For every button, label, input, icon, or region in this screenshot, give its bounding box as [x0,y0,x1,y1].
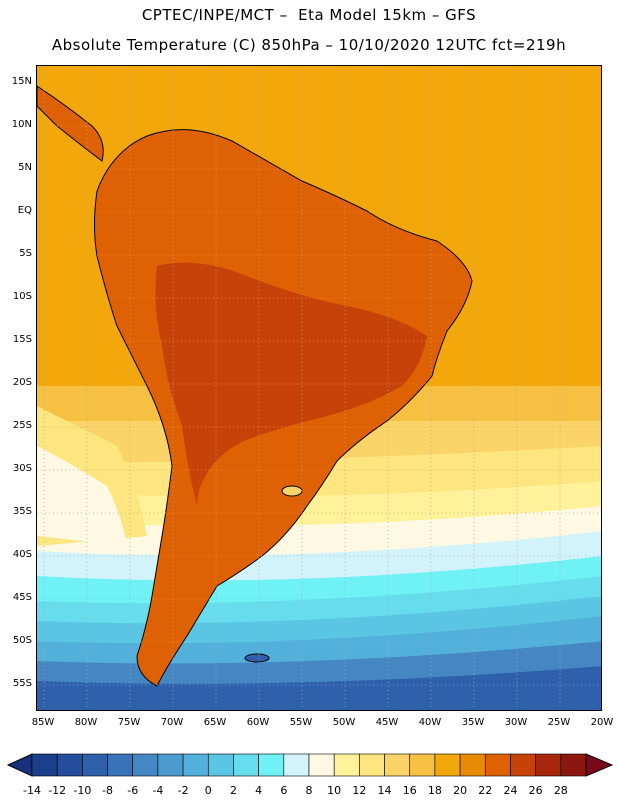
colorbar-label: -8 [102,784,114,797]
lon-label: 35W [461,717,485,728]
colorbar-label: 10 [327,784,342,797]
lat-label: EQ [17,205,32,216]
lon-label: 20W [590,717,614,728]
temperature-field-map [37,66,601,710]
colorbar-label: 2 [229,784,237,797]
colorbar-swatch [434,753,461,777]
lon-label: 25W [547,717,571,728]
colorbar-swatch [258,753,285,777]
lon-label: 45W [375,717,399,728]
lon-label: 80W [74,717,98,728]
colorbar-label: -6 [127,784,139,797]
lon-label: 60W [246,717,270,728]
lon-label: 40W [418,717,442,728]
interior-hot-region [155,262,427,506]
colorbar-label: -10 [73,784,92,797]
colorbar-label: 18 [427,784,442,797]
colorbar-swatch [207,753,234,777]
colorbar-label: 28 [553,784,568,797]
lat-label: 20S [12,377,32,388]
map-subtitle: Absolute Temperature (C) 850hPa – 10/10/… [51,36,567,54]
colorbar-label: 4 [255,784,263,797]
lat-label: 40S [12,549,32,560]
lon-label: 70W [160,717,184,728]
colorbar-swatch [359,753,385,777]
lon-label: 85W [31,717,55,728]
lat-label: 15S [12,334,32,345]
lat-label: 10N [11,119,32,130]
band-m4 [37,641,601,687]
lat-label: 15N [11,76,32,87]
lat-label: 5N [18,162,32,173]
lon-label: 30W [504,717,528,728]
colorbar-swatch [283,753,310,777]
colorbar-label: 0 [204,784,212,797]
colorbar-swatch [510,753,536,777]
colorbar-swatch [82,753,108,777]
lat-label: 50S [12,635,32,646]
map-panel [36,65,602,711]
colorbar-under-arrow [6,753,33,777]
colorbar-label: 26 [528,784,543,797]
lat-label: 45S [12,592,32,603]
colorbar-label: 16 [402,784,417,797]
colorbar-label: -14 [23,784,41,797]
colorbar-label: -12 [48,784,67,797]
colorbar-swatch [132,753,159,777]
uruguay-region [281,485,303,497]
colorbar-swatch [409,753,436,777]
lat-label: 35S [12,506,32,517]
colorbar-swatch [182,753,209,777]
colorbar-label: -4 [152,784,164,797]
colorbar-swatch [56,753,83,777]
colorbar-label: 24 [503,784,518,797]
colorbar-swatch [233,753,259,777]
lat-label: 30S [12,463,32,474]
colorbar-over-arrow [585,753,614,777]
lon-label: 50W [332,717,356,728]
lat-label: 55S [12,678,32,689]
colorbar-label: 12 [352,784,367,797]
colorbar-swatch [535,753,562,777]
colorbar-label: 22 [478,784,493,797]
colorbar-swatch [107,753,134,777]
colorbar-label: -2 [177,784,189,797]
lat-label: 5S [19,248,32,259]
colorbar-label: 20 [453,784,468,797]
colorbar-swatch [308,753,335,777]
colorbar-swatch [333,753,360,777]
colorbar-swatch [157,753,184,777]
colorbar-swatch [560,753,587,777]
pacific-cooler-patch [37,446,127,546]
colorbar-swatch [31,753,58,777]
colorbar [6,753,614,777]
colorbar-label: 6 [280,784,288,797]
lon-label: 65W [203,717,227,728]
lon-label: 75W [117,717,141,728]
colorbar-swatch [384,753,411,777]
lat-label: 25S [12,420,32,431]
falkland-islands [244,653,270,663]
lon-label: 55W [289,717,313,728]
colorbar-label: 14 [377,784,392,797]
band-m8 [37,666,601,710]
map-title: CPTEC/INPE/MCT – Eta Model 15km – GFS [141,6,477,24]
lat-label: 10S [12,291,32,302]
colorbar-swatch [484,753,511,777]
colorbar-swatch [459,753,486,777]
colorbar-label: 8 [305,784,313,797]
